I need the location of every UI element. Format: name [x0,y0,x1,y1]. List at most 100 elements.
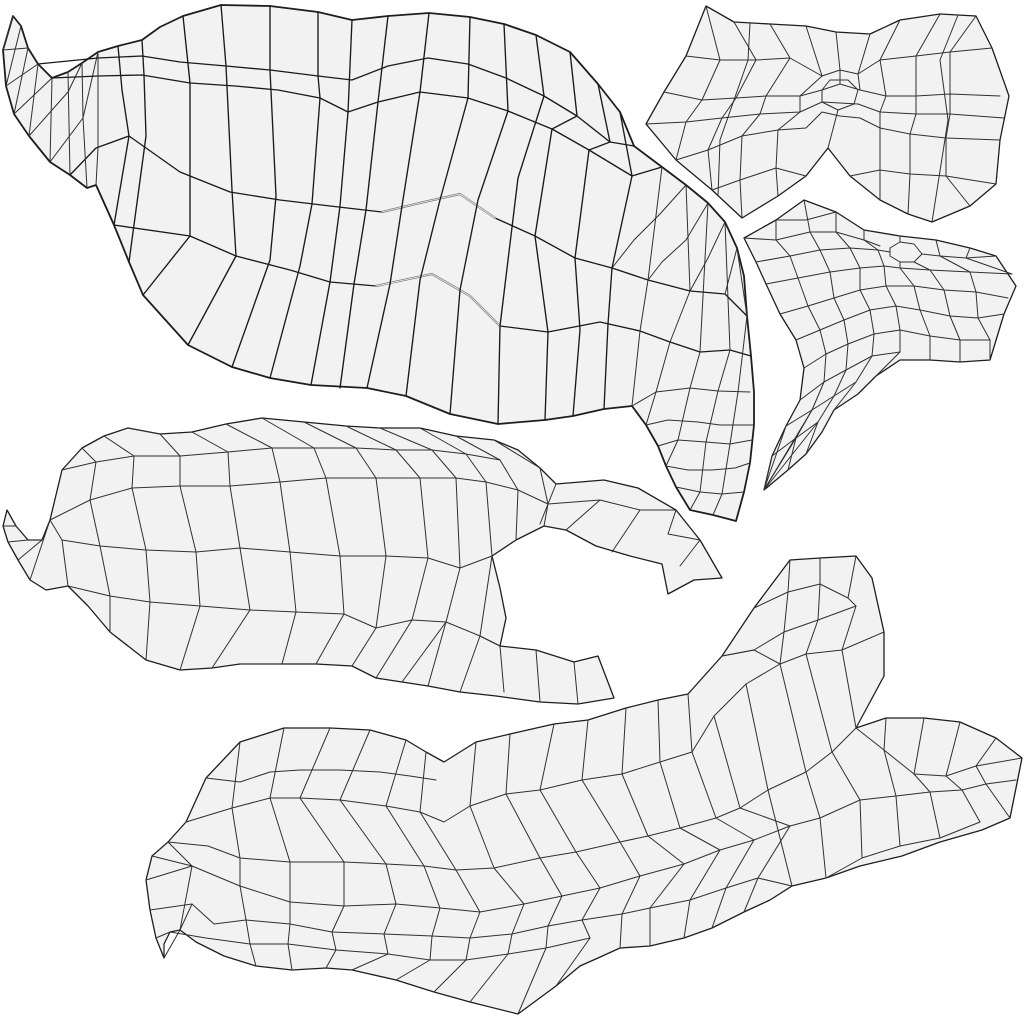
wire-row [13,77,53,115]
wire-row [753,583,849,609]
wire-col [2,15,14,51]
wire-col [427,621,447,687]
wire-row [51,74,663,177]
wire-col [913,717,941,839]
wire-col [707,21,757,191]
wire-row [724,247,738,295]
wire-col [455,435,519,541]
wire-col [155,931,171,939]
wire-col [805,557,863,859]
wire-col [67,71,71,176]
wire-row [711,167,807,191]
wire-col [657,699,721,939]
wire-row [689,221,726,292]
wire-col [779,559,827,879]
wire-col [857,33,871,91]
wire-col [81,62,88,189]
wire-col [231,5,277,368]
wire-col [965,247,1013,275]
wire-row [667,509,701,567]
wire-row [573,661,579,705]
wire-col [191,431,251,669]
wire-col [945,721,981,823]
wire-col [469,741,525,1003]
uv-island-right-middle-funnel [743,199,1017,491]
wire-seam [381,193,496,219]
wire-col [763,409,813,491]
wire-col [303,421,387,667]
wire-row [29,519,69,587]
wire-col [419,751,481,993]
wire-col [299,727,345,969]
wire-row [17,539,43,561]
wire-col [5,25,22,87]
wire-col [739,23,791,219]
wire-col [128,39,147,263]
wire-col [339,729,397,971]
wire-col [95,51,99,186]
wire-col [827,109,839,149]
wire-col [745,683,793,887]
wire-col [261,417,345,665]
wire-col [763,421,819,491]
wire-col [713,715,791,913]
uv-island-large-top-left [2,4,755,522]
wire-row [675,486,745,495]
wire-row [179,877,793,939]
wire-col [28,63,39,137]
wire-col [366,12,430,389]
wire-col [142,15,191,296]
wire-col [151,841,193,867]
wire-col [345,425,429,679]
wire-col [113,45,130,226]
wire-col [645,184,691,426]
wire-seam [375,273,501,327]
wire-col [581,719,641,949]
wire-col [763,425,787,491]
wire-col [269,11,321,379]
wire-row [889,241,923,263]
wire-col [449,23,509,415]
wire-col [899,261,931,361]
wire-col [975,737,1011,819]
wire-col [103,435,151,661]
wire-col [145,865,193,931]
island-outline [2,4,755,522]
wire-row [49,477,677,521]
wire-col [493,439,549,527]
wire-col [339,15,389,389]
wire-col [913,261,961,363]
wire-row [775,211,837,221]
wire-col [721,649,781,665]
wire-col [841,555,857,729]
wire-col [717,22,751,197]
wire-col [603,111,633,410]
wire-col [763,455,773,491]
wire-col [310,19,353,386]
wire-col [621,707,685,947]
wire-col [187,4,237,346]
wire-row [803,329,991,369]
wire-col [127,427,201,671]
wire-col [775,25,823,197]
wire-row [675,111,1001,161]
wire-row [205,769,437,783]
wire-col [534,51,578,421]
wire-col [225,423,297,665]
wire-row [855,727,1023,777]
wire-col [879,19,901,201]
wire-col [15,525,43,541]
wire-col [269,727,293,971]
wire-row [743,231,881,247]
wire-col [712,247,748,516]
uv-island-middle-left-hook [2,417,723,705]
wire-row [877,249,891,253]
wire-col [505,733,563,1015]
wire-col [675,5,721,161]
wire-col [149,903,193,911]
wire-row [645,419,755,426]
wire-col [687,693,755,929]
wire-row [647,202,709,281]
wire-row [67,585,501,647]
